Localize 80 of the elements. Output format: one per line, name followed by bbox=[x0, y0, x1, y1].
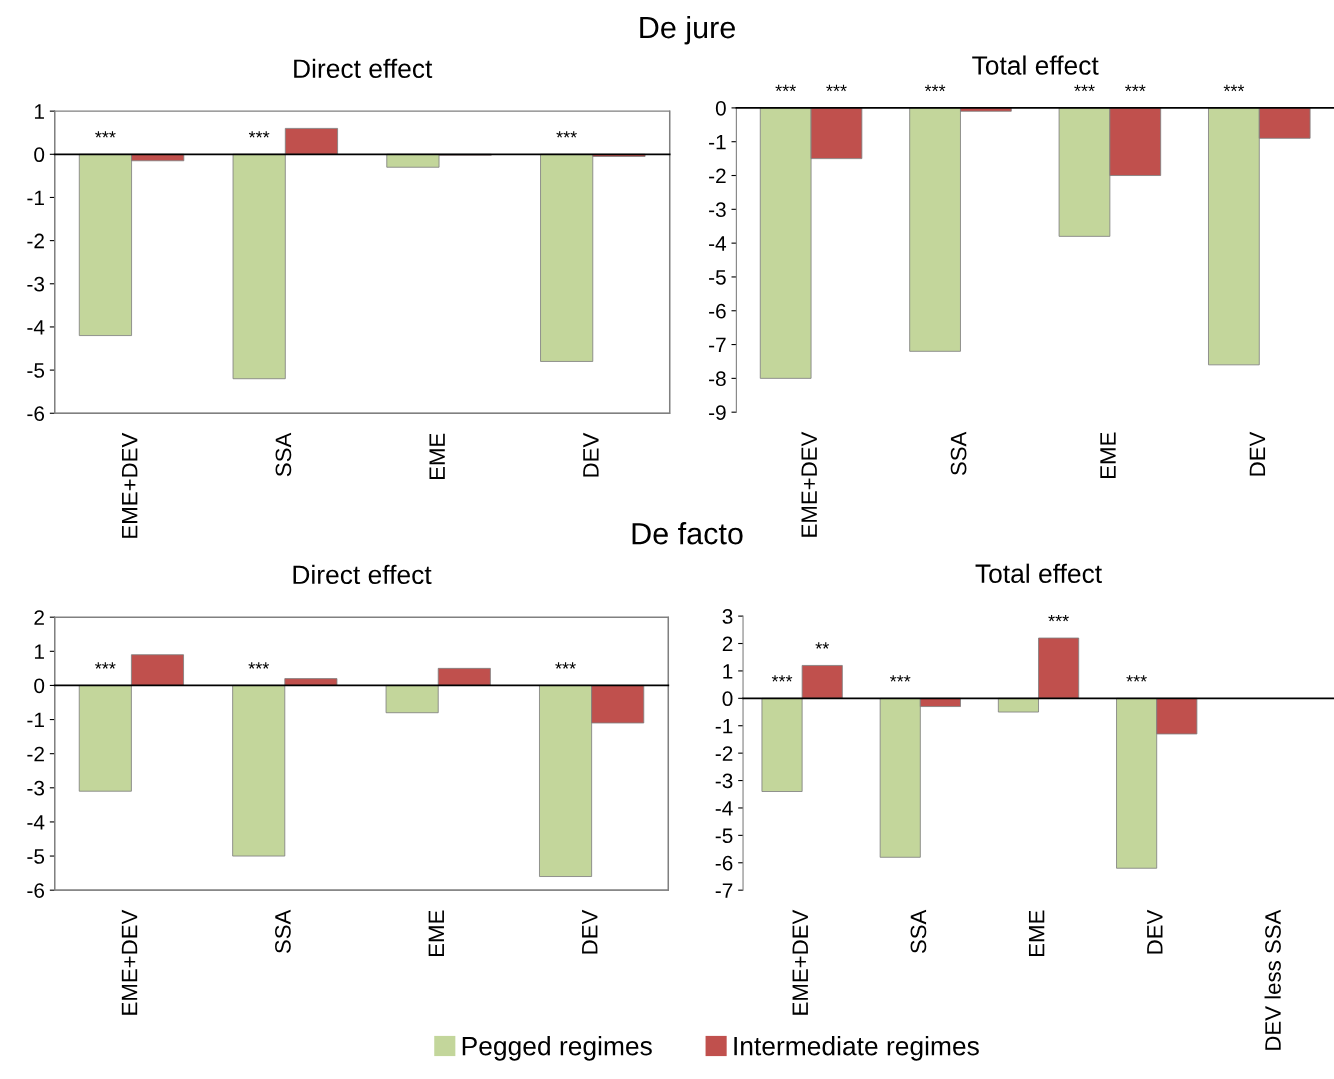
y-tick-label: 1 bbox=[723, 664, 733, 679]
x-tick-label: EME bbox=[428, 910, 444, 956]
data-label: *** bbox=[924, 84, 946, 92]
x-tick-label: DEV bbox=[1147, 909, 1163, 954]
data-label: *** bbox=[1074, 84, 1095, 92]
y-tick-label: 1 bbox=[34, 644, 44, 659]
x-tick-label: EME+DEV bbox=[801, 431, 817, 537]
x-tick-label: DEV bbox=[1249, 431, 1266, 476]
x-tick-label: EME bbox=[1100, 432, 1116, 478]
y-tick-label: -4 bbox=[27, 320, 45, 335]
x-tick-label: DEV bbox=[582, 909, 598, 954]
y-tick-label: -4 bbox=[27, 815, 45, 830]
x-tick-label: EME+DEV bbox=[792, 909, 808, 1015]
data-label: *** bbox=[771, 675, 793, 682]
data-label: *** bbox=[826, 84, 847, 92]
data-label: *** bbox=[1125, 84, 1146, 92]
y-tick-label: -2 bbox=[27, 233, 44, 249]
y-tick-label: -6 bbox=[27, 406, 45, 422]
y-tick-label: 2 bbox=[34, 610, 44, 625]
y-tick-label: -5 bbox=[27, 849, 45, 864]
y-tick-label: -3 bbox=[27, 276, 45, 292]
y-tick-label: -1 bbox=[715, 718, 733, 734]
x-tick-label: EME bbox=[1028, 910, 1045, 956]
x-tick-label: SSA bbox=[275, 432, 292, 477]
y-tick-label: -5 bbox=[715, 828, 733, 844]
data-label: *** bbox=[775, 84, 796, 92]
text: De facto bbox=[632, 522, 743, 545]
y-tick-label: 3 bbox=[722, 609, 733, 624]
data-label: *** bbox=[248, 662, 269, 669]
data-label: ** bbox=[815, 642, 829, 649]
y-tick-label: -9 bbox=[709, 405, 726, 420]
y-tick-label: -7 bbox=[715, 883, 733, 898]
data-label: *** bbox=[556, 131, 577, 138]
y-tick-label: 0 bbox=[715, 100, 726, 116]
data-label: *** bbox=[1223, 84, 1245, 92]
x-tick-label: EME+DEV bbox=[121, 909, 138, 1015]
y-tick-label: -6 bbox=[709, 303, 726, 319]
data-label: *** bbox=[555, 662, 576, 669]
y-tick-label: -1 bbox=[27, 190, 44, 206]
y-tick-label: -6 bbox=[27, 883, 45, 898]
y-tick-label: -5 bbox=[709, 270, 726, 285]
y-tick-label: -1 bbox=[709, 134, 726, 150]
x-tick-label: SSA bbox=[275, 909, 291, 954]
chart-title: Direct effect bbox=[294, 58, 433, 79]
y-tick-label: 0 bbox=[722, 691, 733, 707]
data-label: *** bbox=[95, 662, 116, 669]
y-tick-label: -7 bbox=[709, 337, 726, 353]
x-tick-label: EME bbox=[429, 433, 445, 480]
data-label: *** bbox=[889, 675, 911, 682]
chart-title: Total effect bbox=[975, 563, 1102, 584]
chart-title: Total effect bbox=[972, 55, 1099, 75]
data-label: *** bbox=[95, 131, 116, 138]
y-tick-label: -2 bbox=[715, 746, 733, 761]
y-tick-label: -3 bbox=[709, 202, 726, 218]
y-tick-label: 0 bbox=[34, 678, 45, 694]
text: De jure bbox=[640, 15, 735, 45]
y-tick-label: -6 bbox=[715, 855, 733, 871]
y-tick-label: -2 bbox=[27, 746, 44, 762]
chart-title: Direct effect bbox=[293, 564, 432, 585]
x-tick-label: DEV bbox=[583, 432, 599, 477]
y-tick-label: -8 bbox=[709, 371, 726, 387]
y-tick-label: -4 bbox=[709, 236, 727, 251]
x-tick-label: SSA bbox=[910, 909, 927, 954]
x-tick-label: DEV less SSA bbox=[1264, 909, 1281, 1050]
y-tick-label: -5 bbox=[27, 363, 45, 378]
y-tick-label: -4 bbox=[715, 801, 733, 816]
data-label: *** bbox=[248, 131, 270, 138]
y-tick-label: -3 bbox=[27, 780, 45, 796]
x-tick-label: SSA bbox=[950, 431, 967, 476]
y-tick-label: -3 bbox=[715, 773, 733, 789]
y-tick-label: 0 bbox=[34, 147, 45, 163]
data-label: *** bbox=[1048, 614, 1069, 622]
y-tick-label: -2 bbox=[709, 168, 726, 184]
legend-label: Intermediate regimes bbox=[734, 1036, 979, 1061]
x-tick-label: EME+DEV bbox=[122, 432, 138, 538]
y-tick-label: 1 bbox=[34, 104, 44, 119]
legend-label: Pegged regimes bbox=[462, 1036, 652, 1061]
data-label: *** bbox=[1126, 675, 1147, 682]
y-tick-label: 2 bbox=[722, 636, 733, 652]
y-tick-label: -1 bbox=[27, 712, 44, 728]
